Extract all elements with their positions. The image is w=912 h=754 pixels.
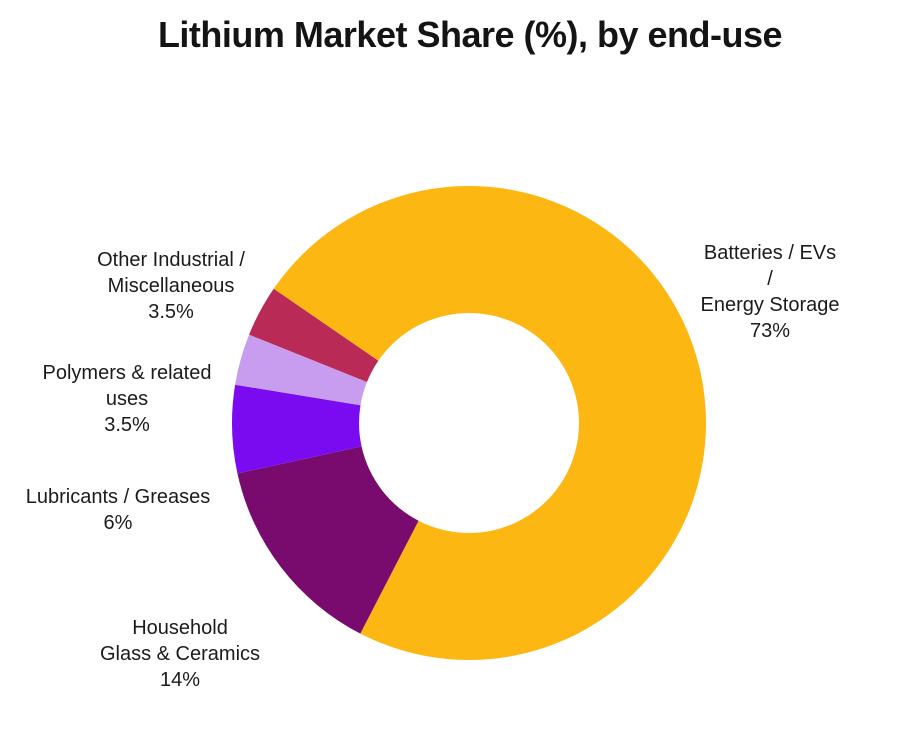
- slice-polymers-related-uses: [235, 334, 367, 406]
- chart-title: Lithium Market Share (%), by end-use: [157, 14, 783, 55]
- label-other-industrial-miscellaneous: Other Industrial / Miscellaneous 3.5%: [97, 249, 245, 323]
- slice-household-glass-ceramics: [237, 446, 419, 634]
- slice-lubricants-greases: [232, 384, 362, 474]
- label-batteries-evs-energy-storage: Batteries / EVs / Energy Storage 73%: [700, 242, 840, 342]
- slice-other-industrial-miscellaneous: [249, 288, 379, 382]
- label-household-glass-ceramics: Household Glass & Ceramics 14%: [99, 617, 261, 691]
- label-polymers-related-uses: Polymers & related uses 3.5%: [42, 362, 212, 436]
- label-lubricants-greases: Lubricants / Greases 6%: [25, 486, 211, 534]
- slice-batteries-evs-energy-storage: [273, 185, 706, 660]
